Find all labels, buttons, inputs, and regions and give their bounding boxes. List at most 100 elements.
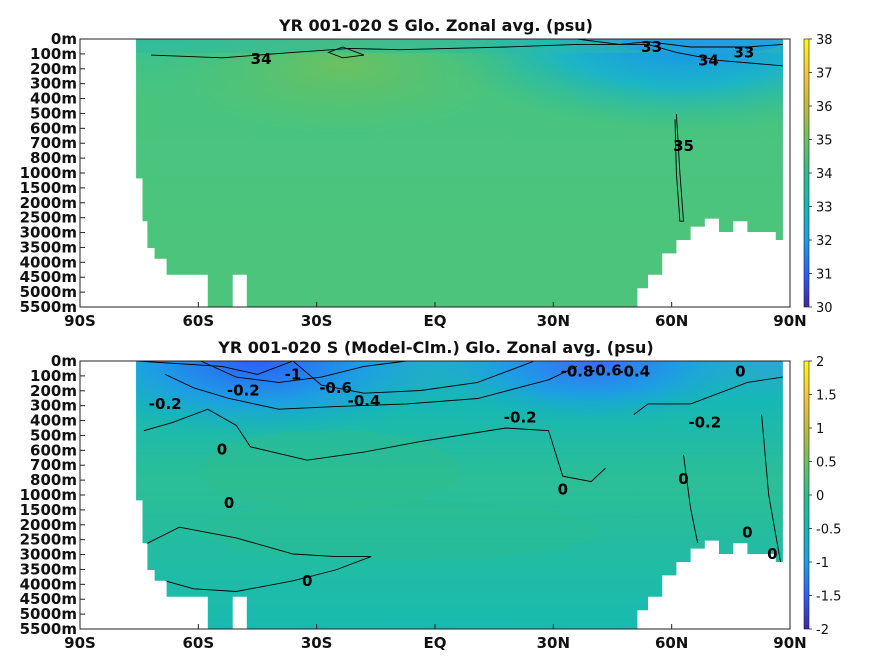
y-tick-label: 4500m <box>20 268 77 286</box>
y-tick-label: 600m <box>30 441 77 459</box>
x-tick-label: 30S <box>301 312 333 330</box>
y-tick-label: 400m <box>30 90 77 108</box>
y-tick-label: 400m <box>30 412 77 430</box>
y-tick-label: 4000m <box>20 575 77 593</box>
bottom-x-axis: 90S 60S 30S EQ 30N 60N 90N <box>64 624 807 652</box>
x-tick-label: 60S <box>182 634 214 652</box>
contour-label: -0.2 <box>227 382 260 400</box>
contour-label: 0 <box>742 524 752 542</box>
y-tick-label: 800m <box>30 471 77 489</box>
colorbar-tick-label: 30 <box>816 301 833 316</box>
x-tick-label: 30N <box>537 312 570 330</box>
contour-label: 0 <box>735 363 745 381</box>
y-tick-label: 5500m <box>20 620 77 638</box>
x-tick-label: 60N <box>655 312 688 330</box>
y-tick-label: 100m <box>30 367 77 385</box>
bottom-colorbar <box>803 360 810 630</box>
y-tick-label: 2000m <box>20 194 77 212</box>
top-colorbar <box>803 38 810 308</box>
y-tick-label: 2000m <box>20 516 77 534</box>
bottom-chart-title: YR 001-020 S (Model-Clm.) Glo. Zonal avg… <box>217 338 654 357</box>
colorbar-tick-label: 1 <box>816 422 824 437</box>
y-tick-label: 700m <box>30 456 77 474</box>
top-chart-title: YR 001-020 S Glo. Zonal avg. (psu) <box>278 16 593 35</box>
bottom-contour-labels: -0.2-0.2-1-0.6-0.4-0.2-0.8-0.6-0.40-0.20… <box>149 361 778 589</box>
x-tick-label: EQ <box>424 634 447 652</box>
y-tick-label: 1000m <box>20 486 77 504</box>
contour-line <box>683 454 699 544</box>
contour-label: -0.6 <box>589 361 622 379</box>
colorbar-tick-label: 34 <box>816 167 833 182</box>
contour-label: 34 <box>698 51 719 69</box>
x-tick-label: 30S <box>301 634 333 652</box>
top-field <box>136 39 783 307</box>
contour-line <box>136 526 372 592</box>
x-tick-label: 90N <box>773 312 806 330</box>
contour-label: 33 <box>733 43 754 61</box>
x-tick-label: 30N <box>537 634 570 652</box>
colorbar-tick-label: 36 <box>816 100 833 115</box>
y-tick-label: 300m <box>30 397 77 415</box>
colorbar-tick-label: -0.5 <box>816 523 841 538</box>
colorbar-tick-label: 1.5 <box>816 389 837 404</box>
contour-line <box>200 361 407 383</box>
y-tick-label: 0m <box>51 30 77 48</box>
y-tick-label: 3500m <box>20 238 77 256</box>
y-tick-label: 0m <box>51 352 77 370</box>
contour-line <box>292 361 535 394</box>
y-tick-label: 200m <box>30 382 77 400</box>
top-contour-labels: 34 33 34 33 35 <box>251 38 755 155</box>
contour-label: -0.2 <box>504 408 537 426</box>
y-tick-label: 500m <box>30 426 77 444</box>
y-tick-label: 4500m <box>20 590 77 608</box>
colorbar-tick-label: 0.5 <box>816 456 837 471</box>
contour-label: 0 <box>678 470 688 488</box>
colorbar-tick-label: 32 <box>816 234 833 249</box>
colorbar-tick-label: 31 <box>816 268 833 283</box>
contour-label: -0.2 <box>149 395 182 413</box>
contour-label: 0 <box>767 545 777 563</box>
colorbar-tick-label: -1 <box>816 556 829 571</box>
y-tick-label: 500m <box>30 104 77 122</box>
contour-label: -0.6 <box>319 379 352 397</box>
bottom-colorbar-ticks: -2 -1.5 -1 -0.5 0 0.5 1 1.5 2 <box>809 355 841 638</box>
bottom-y-axis: 0m100m200m300m400m500m600m700m800m1000m1… <box>20 352 85 638</box>
contour-label: -0.8 <box>561 363 594 381</box>
contour-label: 34 <box>251 50 272 68</box>
colorbar-tick-label: 33 <box>816 201 833 216</box>
contour-label: -0.4 <box>617 363 650 381</box>
contour-label: -0.2 <box>688 414 721 432</box>
colorbar-tick-label: 38 <box>816 33 833 48</box>
y-tick-label: 4000m <box>20 253 77 271</box>
y-tick-label: 1000m <box>20 164 77 182</box>
y-tick-label: 3500m <box>20 560 77 578</box>
contour-line <box>761 414 783 576</box>
y-tick-label: 200m <box>30 60 77 78</box>
top-x-axis: 90S 60S 30S EQ 30N 60N 90N <box>64 302 807 330</box>
x-tick-label: EQ <box>424 312 447 330</box>
contour-label: 0 <box>302 572 312 590</box>
colorbar-tick-label: 2 <box>816 355 824 370</box>
colorbar-tick-label: -1.5 <box>816 590 841 605</box>
y-tick-label: 5000m <box>20 605 77 623</box>
contour-label: 33 <box>641 38 662 56</box>
y-tick-label: 800m <box>30 149 77 167</box>
top-colorbar-ticks: 30 31 32 33 34 35 36 37 38 <box>809 33 833 316</box>
y-tick-label: 1500m <box>20 501 77 519</box>
x-tick-label: 60N <box>655 634 688 652</box>
colorbar-tick-label: -2 <box>816 623 829 638</box>
contour-label: -0.4 <box>348 392 381 410</box>
y-tick-label: 100m <box>30 45 77 63</box>
contour-label: 0 <box>224 494 234 512</box>
contour-line <box>143 408 606 483</box>
contour-line <box>165 365 578 410</box>
y-tick-label: 3000m <box>20 546 77 564</box>
colorbar-tick-label: 35 <box>816 134 833 149</box>
contour-label: 0 <box>558 481 568 499</box>
x-tick-label: 60S <box>182 312 214 330</box>
bottom-field <box>136 361 783 629</box>
contour-line <box>674 113 684 222</box>
y-tick-label: 3000m <box>20 224 77 242</box>
y-tick-label: 5500m <box>20 298 77 316</box>
